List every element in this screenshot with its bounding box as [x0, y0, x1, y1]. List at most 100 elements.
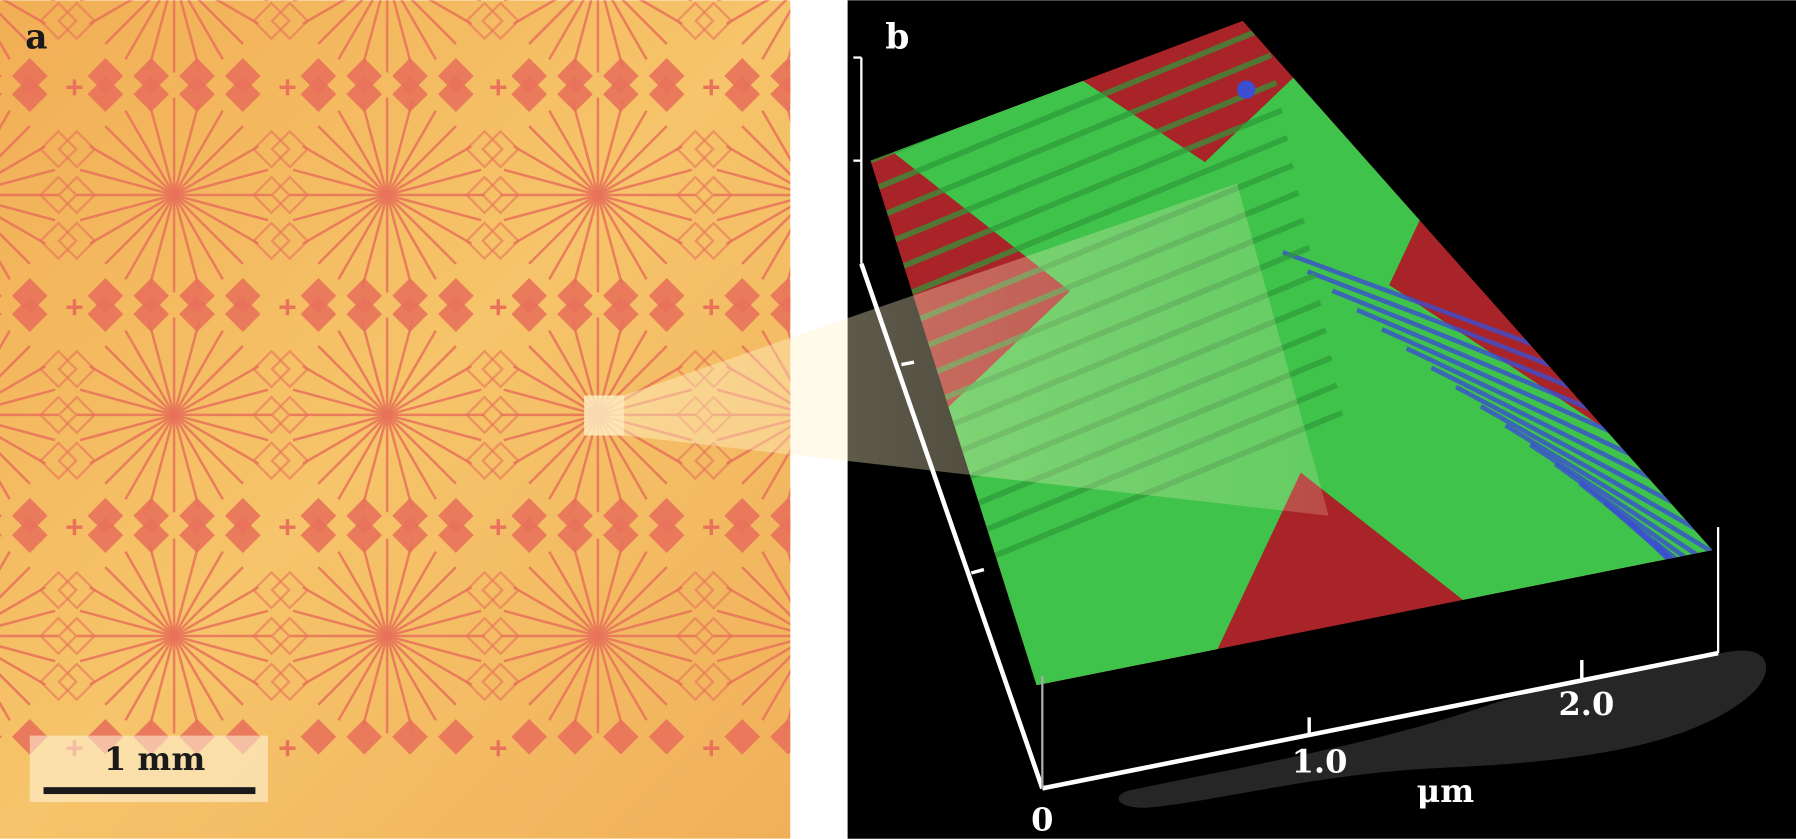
electrode-line: [215, 0, 260, 25]
contact-pad-outline: [57, 441, 97, 481]
contact-pad-outline: [270, 129, 310, 169]
grating-line: [880, 52, 1273, 219]
electrode-line: [726, 145, 791, 185]
contact-pad: [438, 497, 474, 534]
contact-pad-outline: [270, 1, 310, 41]
electrode-line: [596, 635, 625, 731]
electrode-line: [597, 634, 693, 663]
electrode-line: [386, 168, 482, 197]
contact-pad-outline: [481, 1, 520, 41]
contact-pad-outline: [465, 662, 504, 702]
electrode-line: [173, 413, 260, 465]
electrode-line: [89, 365, 175, 417]
electrode-line: [172, 194, 201, 290]
electrode-line: [726, 586, 791, 626]
electrode-line: [292, 609, 388, 638]
electrode-line: [89, 0, 133, 25]
contact-pad-outline: [57, 616, 97, 656]
electrode-line: [89, 145, 175, 197]
electrode-line: [173, 634, 260, 686]
electrode-line: [741, 654, 791, 706]
electrode-line: [528, 635, 599, 706]
contact-pad-outline: [465, 1, 504, 41]
contact-pad: [392, 296, 428, 332]
contact-pad: [133, 76, 170, 113]
contact-pad-outline: [270, 221, 310, 261]
electrode-line: [386, 193, 482, 222]
electrode-line: [386, 635, 437, 721]
electrode-line: [596, 551, 648, 637]
contact-pad-outline: [57, 349, 97, 389]
electrode-line: [0, 424, 56, 442]
electrode-line: [386, 413, 482, 442]
contact-pad: [392, 718, 428, 755]
electrode-line: [385, 414, 414, 510]
electrode-line: [0, 566, 31, 599]
contact-pad-outline: [465, 616, 504, 656]
electrode-line: [716, 168, 791, 191]
electrode-line: [386, 634, 482, 663]
contact-pad: [438, 517, 474, 554]
electrode-line: [302, 586, 388, 638]
electrode-line: [0, 479, 11, 500]
electrode-line: [147, 541, 176, 637]
electrode-line: [172, 414, 201, 510]
electrode-line: [597, 168, 693, 197]
electrode-line: [741, 566, 791, 618]
electrode-line: [360, 541, 389, 637]
contact-pad-outline: [270, 662, 310, 702]
electrode-line: [302, 145, 388, 197]
contact-pad: [392, 497, 428, 534]
electrode-line: [79, 168, 175, 197]
electrode-line: [104, 194, 175, 265]
electrode-line: [596, 100, 625, 196]
electrode-line: [0, 232, 31, 265]
electrode-line: [386, 551, 437, 637]
electrode-line: [337, 635, 389, 721]
electrode-line: [104, 566, 175, 637]
contact-pad: [300, 76, 337, 113]
electrode-line: [512, 586, 599, 638]
contact-pad: [816, 58, 852, 94]
electrode-line: [597, 145, 683, 197]
contact-pad-outline: [57, 662, 97, 702]
grating-line: [1504, 423, 1713, 588]
electrode-line: [784, 541, 791, 564]
electrode-line: [596, 541, 625, 637]
electrode-line: [173, 388, 269, 417]
alignment-mark: [703, 79, 720, 96]
zoom-indicator: [584, 183, 1329, 516]
contact-pad: [133, 58, 170, 94]
contact-pad: [770, 296, 791, 332]
alignment-mark: [703, 519, 720, 536]
electrode-line: [386, 388, 482, 417]
electrode-line: [571, 0, 593, 70]
electrode-line: [385, 194, 414, 290]
electrode-line: [761, 669, 791, 721]
electrode-line: [147, 635, 176, 731]
grating-line: [874, 25, 1267, 191]
contact-pad: [87, 517, 124, 554]
electrode-line: [597, 635, 668, 706]
contact-pad: [179, 517, 215, 554]
contact-pad: [511, 517, 547, 554]
contact-pad: [602, 517, 639, 554]
electrode-line: [512, 0, 557, 25]
electrode-line: [784, 708, 791, 731]
electrode-line: [811, 195, 836, 289]
contact-pad: [300, 517, 337, 554]
electrode-line: [104, 345, 175, 416]
electrode-line: [89, 413, 175, 465]
electrode-line: [597, 125, 668, 196]
contact-pad: [816, 719, 852, 755]
electrode-line: [400, 0, 437, 61]
contact-pad: [87, 58, 124, 94]
electrode-line: [784, 267, 791, 290]
electrode-line: [528, 125, 599, 196]
grating-line: [885, 80, 1278, 246]
contact-pad: [392, 517, 428, 554]
electrode-line: [0, 145, 47, 174]
electrode-line: [386, 193, 473, 245]
electrode-line: [0, 609, 56, 627]
electrode-line: [0, 388, 56, 406]
